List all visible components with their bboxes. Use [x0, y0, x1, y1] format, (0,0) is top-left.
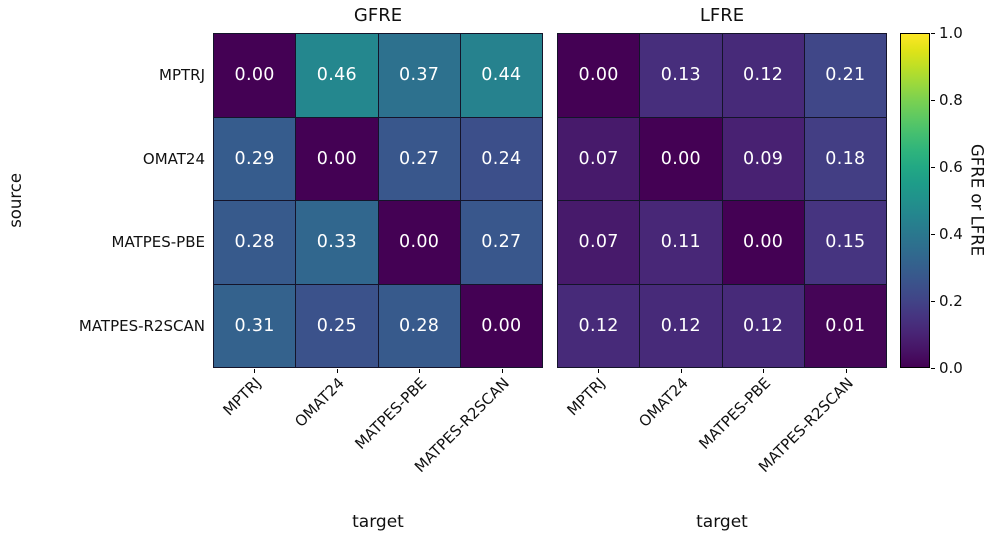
colorbar-label-wrap: GFRE or LFRE [962, 33, 992, 368]
colorbar-label: GFRE or LFRE [967, 144, 987, 257]
column-tick-label: MATPES-PBE [695, 374, 774, 453]
colorbar-tick-label: 1.0 [939, 24, 963, 42]
heatmap-cell: 0.12 [640, 284, 722, 367]
x-tick-mark [419, 369, 421, 373]
heatmap-cell: 0.01 [804, 284, 886, 367]
lfre-heatmap: 0.00 0.13 0.12 0.21 0.07 0.00 0.09 0.18 0.07 0.11… [557, 33, 887, 368]
heatmap-cell: 0.37 [378, 34, 460, 117]
heatmap-cell: 0.28 [378, 284, 460, 367]
colorbar-tick-mark [931, 233, 935, 235]
heatmap-cell: 0.44 [460, 34, 542, 117]
heatmap-cell: 0.33 [296, 201, 378, 284]
heatmap-cell: 0.00 [722, 201, 804, 284]
heatmap-cell: 0.00 [460, 284, 542, 367]
heatmap-cell: 0.09 [722, 117, 804, 200]
heatmap-cell: 0.00 [558, 34, 640, 117]
x-tick-mark [680, 369, 682, 373]
heatmap-cell: 0.46 [296, 34, 378, 117]
heatmap-cell: 0.12 [558, 284, 640, 367]
gfre-x-axis-label: target [352, 512, 404, 532]
row-tick-label: MATPES-R2SCAN [78, 317, 205, 336]
lfre-x-axis-label: target [696, 512, 748, 532]
heatmap-cell: 0.00 [378, 201, 460, 284]
colorbar-tick-label: 0.0 [939, 359, 963, 377]
colorbar-tick-mark [931, 166, 935, 168]
row-tick-label: MATPES-PBE [111, 233, 205, 252]
x-tick-mark [845, 369, 847, 373]
x-tick-mark [598, 369, 600, 373]
row-tick-label: OMAT24 [142, 149, 205, 168]
colorbar-tick-label: 0.4 [939, 225, 963, 243]
row-tick-labels: MPTRJ OMAT24 MATPES-PBE MATPES-R2SCAN [0, 33, 205, 368]
row-tick-label: MPTRJ [159, 65, 205, 84]
colorbar-tick-label: 0.2 [939, 292, 963, 310]
heatmap-cell: 0.00 [640, 117, 722, 200]
heatmap-cell: 0.21 [804, 34, 886, 117]
column-tick-label: OMAT24 [290, 374, 348, 431]
column-tick-label: MATPES-PBE [351, 374, 430, 453]
heatmap-cell: 0.07 [558, 201, 640, 284]
heatmap-cell: 0.11 [640, 201, 722, 284]
lfre-title: LFRE [699, 5, 745, 26]
colorbar-tick-mark [931, 367, 935, 369]
column-tick-label: MPTRJ [219, 374, 265, 420]
heatmap-cell: 0.13 [640, 34, 722, 117]
gfre-title: GFRE [353, 5, 403, 26]
heatmap-cell: 0.31 [214, 284, 296, 367]
gfre-heatmap: 0.00 0.46 0.37 0.44 0.29 0.00 0.27 0.24 0.28 0.33… [213, 33, 543, 368]
colorbar-tick-label: 0.8 [939, 91, 963, 109]
colorbar-tick-label: 0.6 [939, 158, 963, 176]
heatmap-cell: 0.18 [804, 117, 886, 200]
heatmap-cell: 0.27 [378, 117, 460, 200]
column-tick-label: MPTRJ [563, 374, 609, 420]
heatmap-cell: 0.27 [460, 201, 542, 284]
heatmap-cell: 0.25 [296, 284, 378, 367]
heatmap-cell: 0.00 [296, 117, 378, 200]
x-tick-mark [336, 369, 338, 373]
colorbar-tick-mark [931, 99, 935, 101]
heatmap-cell: 0.29 [214, 117, 296, 200]
x-tick-mark [501, 369, 503, 373]
heatmap-cell: 0.12 [722, 284, 804, 367]
heatmap-cell: 0.24 [460, 117, 542, 200]
heatmap-cell: 0.28 [214, 201, 296, 284]
heatmap-cell: 0.15 [804, 201, 886, 284]
colorbar [900, 33, 930, 368]
colorbar-tick-mark [931, 300, 935, 302]
heatmap-cell: 0.07 [558, 117, 640, 200]
heatmap-cell: 0.12 [722, 34, 804, 117]
column-tick-label: OMAT24 [634, 374, 692, 431]
colorbar-tick-mark [931, 32, 935, 34]
x-tick-mark [254, 369, 256, 373]
x-tick-mark [763, 369, 765, 373]
heatmap-cell: 0.00 [214, 34, 296, 117]
